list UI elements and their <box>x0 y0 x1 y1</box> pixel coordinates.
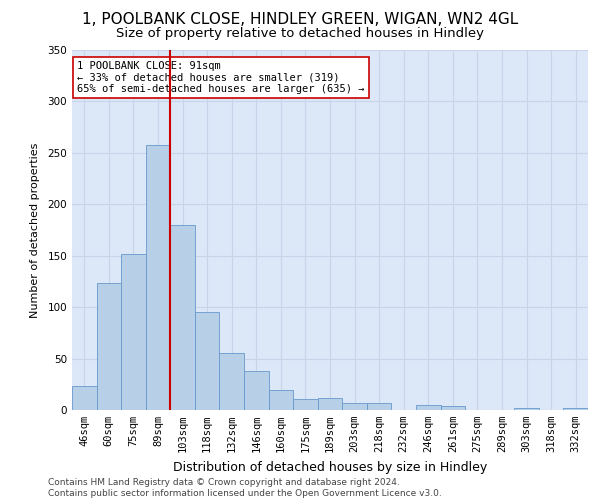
Text: 1, POOLBANK CLOSE, HINDLEY GREEN, WIGAN, WN2 4GL: 1, POOLBANK CLOSE, HINDLEY GREEN, WIGAN,… <box>82 12 518 28</box>
Bar <box>367 403 391 410</box>
Bar <box>318 398 342 410</box>
Bar <box>72 386 97 410</box>
Bar <box>146 144 170 410</box>
Bar <box>293 398 318 410</box>
Y-axis label: Number of detached properties: Number of detached properties <box>31 142 40 318</box>
Bar <box>97 284 121 410</box>
X-axis label: Distribution of detached houses by size in Hindley: Distribution of detached houses by size … <box>173 460 487 473</box>
Bar <box>416 405 440 410</box>
Text: Contains HM Land Registry data © Crown copyright and database right 2024.
Contai: Contains HM Land Registry data © Crown c… <box>48 478 442 498</box>
Bar <box>121 254 146 410</box>
Bar <box>195 312 220 410</box>
Bar <box>440 406 465 410</box>
Bar <box>514 408 539 410</box>
Text: 1 POOLBANK CLOSE: 91sqm
← 33% of detached houses are smaller (319)
65% of semi-d: 1 POOLBANK CLOSE: 91sqm ← 33% of detache… <box>77 61 365 94</box>
Bar <box>170 225 195 410</box>
Bar <box>563 408 588 410</box>
Bar <box>342 403 367 410</box>
Bar <box>269 390 293 410</box>
Bar <box>220 354 244 410</box>
Text: Size of property relative to detached houses in Hindley: Size of property relative to detached ho… <box>116 28 484 40</box>
Bar <box>244 371 269 410</box>
